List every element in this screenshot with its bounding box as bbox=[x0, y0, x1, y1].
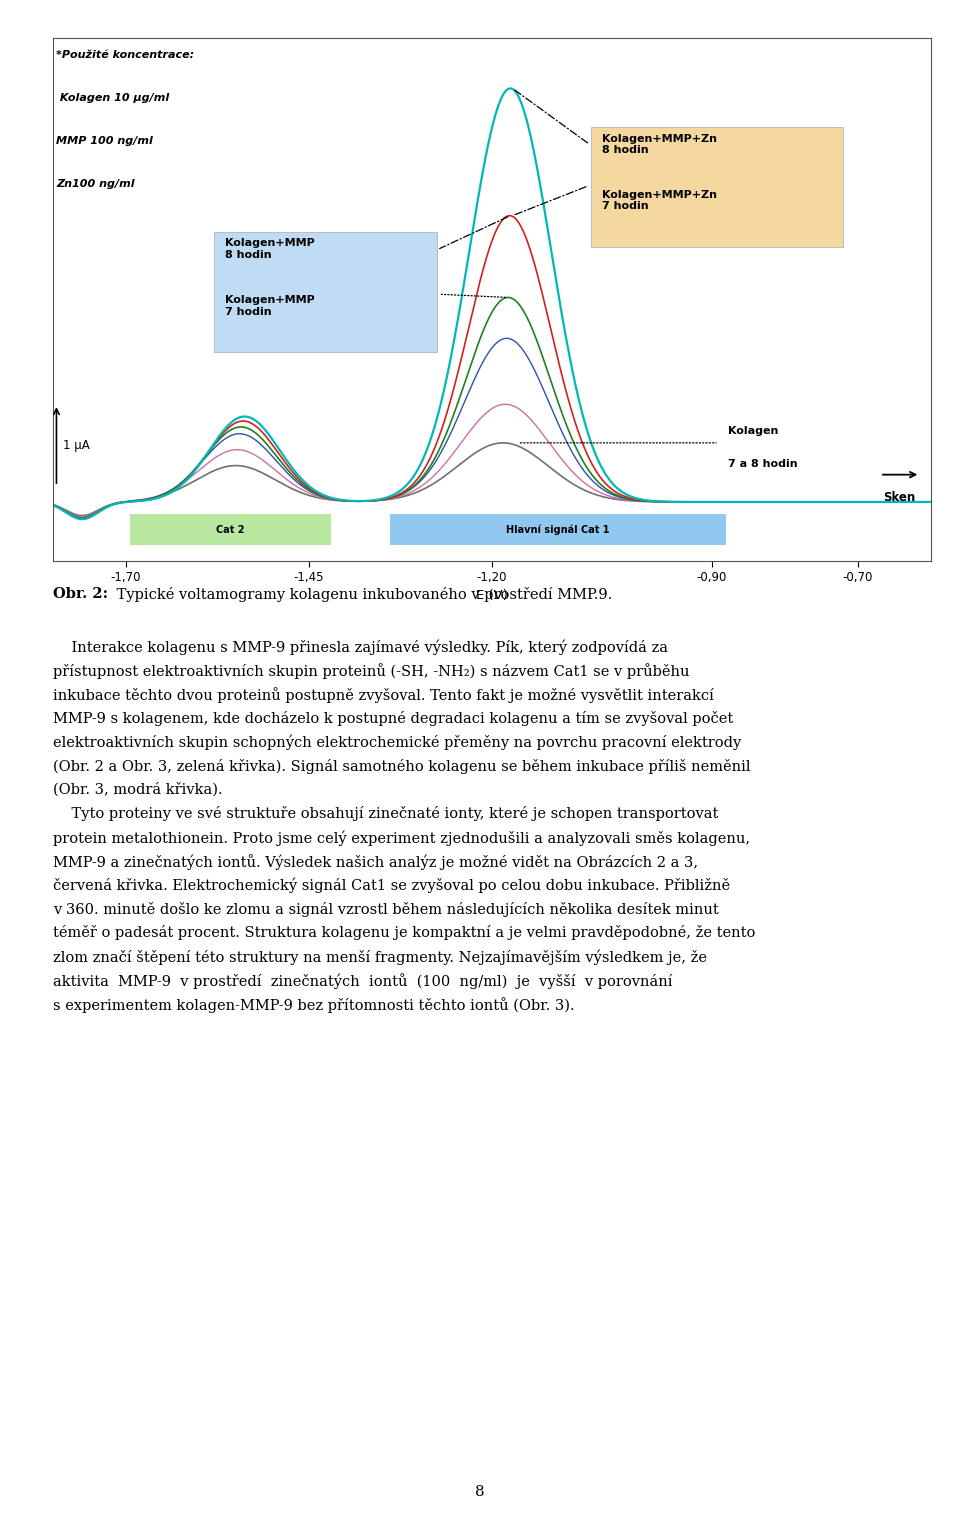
Text: MMP-9 a zinečnatých iontů. Výsledek našich analýz je možné vidět na Obrázcích 2 : MMP-9 a zinečnatých iontů. Výsledek naši… bbox=[53, 855, 698, 870]
Bar bbox=[590, 128, 844, 247]
Text: inkubace těchto dvou proteinů postupně zvyšoval. Tento fakt je možné vysvětlit i: inkubace těchto dvou proteinů postupně z… bbox=[53, 687, 713, 702]
Text: Zn100 ng/ml: Zn100 ng/ml bbox=[57, 180, 135, 189]
Text: 1 µA: 1 µA bbox=[63, 438, 90, 452]
Text: zlom značí štěpení této struktury na menší fragmenty. Nejzajímavějším výsledkem : zlom značí štěpení této struktury na men… bbox=[53, 950, 707, 965]
Text: MMP-9 s kolagenem, kde docházelo k postupné degradaci kolagenu a tím se zvyšoval: MMP-9 s kolagenem, kde docházelo k postu… bbox=[53, 712, 733, 725]
Bar bbox=[130, 515, 331, 546]
Text: Cat 2: Cat 2 bbox=[216, 524, 245, 535]
Text: téměř o padesát procent. Struktura kolagenu je kompaktní a je velmi pravděpodobn: téměř o padesát procent. Struktura kolag… bbox=[53, 925, 756, 941]
Text: aktivita  MMP-9  v prostředí  zinečnatých  iontů  (100  ng/ml)  je  vyšší  v por: aktivita MMP-9 v prostředí zinečnatých i… bbox=[53, 973, 672, 988]
Text: Hlavní signál Cat 1: Hlavní signál Cat 1 bbox=[506, 524, 610, 535]
Text: Kolagen: Kolagen bbox=[728, 426, 778, 437]
Text: (Obr. 3, modrá křivka).: (Obr. 3, modrá křivka). bbox=[53, 782, 223, 796]
Text: 8: 8 bbox=[475, 1485, 485, 1499]
Text: (Obr. 2 a Obr. 3, zelená křivka). Signál samotného kolagenu se během inkubace př: (Obr. 2 a Obr. 3, zelená křivka). Signál… bbox=[53, 759, 751, 773]
Text: Interakce kolagenu s MMP-9 přinesla zajímavé výsledky. Pík, který zodpovídá za: Interakce kolagenu s MMP-9 přinesla zají… bbox=[53, 639, 668, 655]
Text: protein metalothionein. Proto jsme celý experiment zjednodušili a analyzovali sm: protein metalothionein. Proto jsme celý … bbox=[53, 830, 750, 845]
Text: Kolagen+MMP
8 hodin: Kolagen+MMP 8 hodin bbox=[225, 238, 315, 260]
Text: přístupnost elektroaktivních skupin proteinů (-SH, -NH₂) s názvem Cat1 se v průb: přístupnost elektroaktivních skupin prot… bbox=[53, 664, 689, 679]
Text: v 360. minutě došlo ke zlomu a signál vzrostl během následujících několika desít: v 360. minutě došlo ke zlomu a signál vz… bbox=[53, 902, 718, 916]
Text: Kolagen 10 µg/ml: Kolagen 10 µg/ml bbox=[57, 92, 170, 103]
Text: MMP 100 ng/ml: MMP 100 ng/ml bbox=[57, 137, 154, 146]
X-axis label: E (V): E (V) bbox=[476, 589, 508, 601]
Text: 7 a 8 hodin: 7 a 8 hodin bbox=[728, 458, 798, 469]
Text: *Použité koncentrace:: *Použité koncentrace: bbox=[57, 49, 195, 60]
Bar bbox=[214, 232, 437, 352]
Text: červená křivka. Elektrochemický signál Cat1 se zvyšoval po celou dobu inkubace. : červená křivka. Elektrochemický signál C… bbox=[53, 878, 730, 893]
Text: Sken: Sken bbox=[883, 490, 915, 504]
Text: Kolagen+MMP
7 hodin: Kolagen+MMP 7 hodin bbox=[225, 295, 315, 317]
Bar bbox=[390, 515, 726, 546]
Text: Typické voltamogramy kolagenu inkubovaného v prostředí MMP.9.: Typické voltamogramy kolagenu inkubované… bbox=[112, 587, 612, 603]
Text: Kolagen+MMP+Zn
7 hodin: Kolagen+MMP+Zn 7 hodin bbox=[602, 189, 717, 211]
Text: Kolagen+MMP+Zn
8 hodin: Kolagen+MMP+Zn 8 hodin bbox=[602, 134, 717, 155]
Text: elektroaktivních skupin schopných elektrochemické přeměny na povrchu pracovní el: elektroaktivních skupin schopných elektr… bbox=[53, 735, 741, 750]
Text: s experimentem kolagen-MMP-9 bez přítomnosti těchto iontů (Obr. 3).: s experimentem kolagen-MMP-9 bez přítomn… bbox=[53, 998, 574, 1013]
Text: Obr. 2:: Obr. 2: bbox=[53, 587, 108, 601]
Text: Tyto proteiny ve své struktuře obsahují zinečnaté ionty, které je schopen transp: Tyto proteiny ve své struktuře obsahují … bbox=[53, 807, 718, 821]
